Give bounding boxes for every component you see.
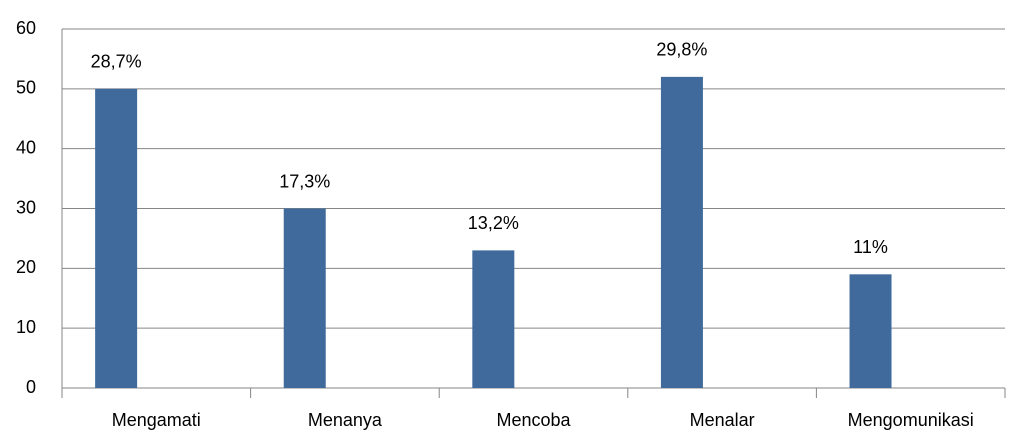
y-tick-label: 50 <box>16 78 36 98</box>
bar <box>849 274 892 388</box>
x-tick-label: Mengamati <box>112 410 201 430</box>
y-tick-label: 0 <box>26 377 36 397</box>
bar <box>283 208 326 388</box>
x-tick-label: Menalar <box>690 410 755 430</box>
bar <box>472 250 515 388</box>
value-label: 17,3% <box>279 171 330 191</box>
value-label: 28,7% <box>91 52 142 72</box>
value-label: 29,8% <box>656 40 707 60</box>
x-tick-label: Mengomunikasi <box>848 410 974 430</box>
value-label: 11% <box>853 237 888 257</box>
x-tick-label: Menanya <box>308 410 383 430</box>
y-tick-label: 40 <box>16 137 36 157</box>
x-tick-label: Mencoba <box>496 410 571 430</box>
y-tick-label: 20 <box>16 257 36 277</box>
y-tick-label: 60 <box>16 18 36 38</box>
bar <box>95 88 138 388</box>
value-label: 13,2% <box>468 213 519 233</box>
bar <box>660 76 703 388</box>
y-tick-label: 30 <box>16 197 36 217</box>
y-tick-label: 10 <box>16 317 36 337</box>
